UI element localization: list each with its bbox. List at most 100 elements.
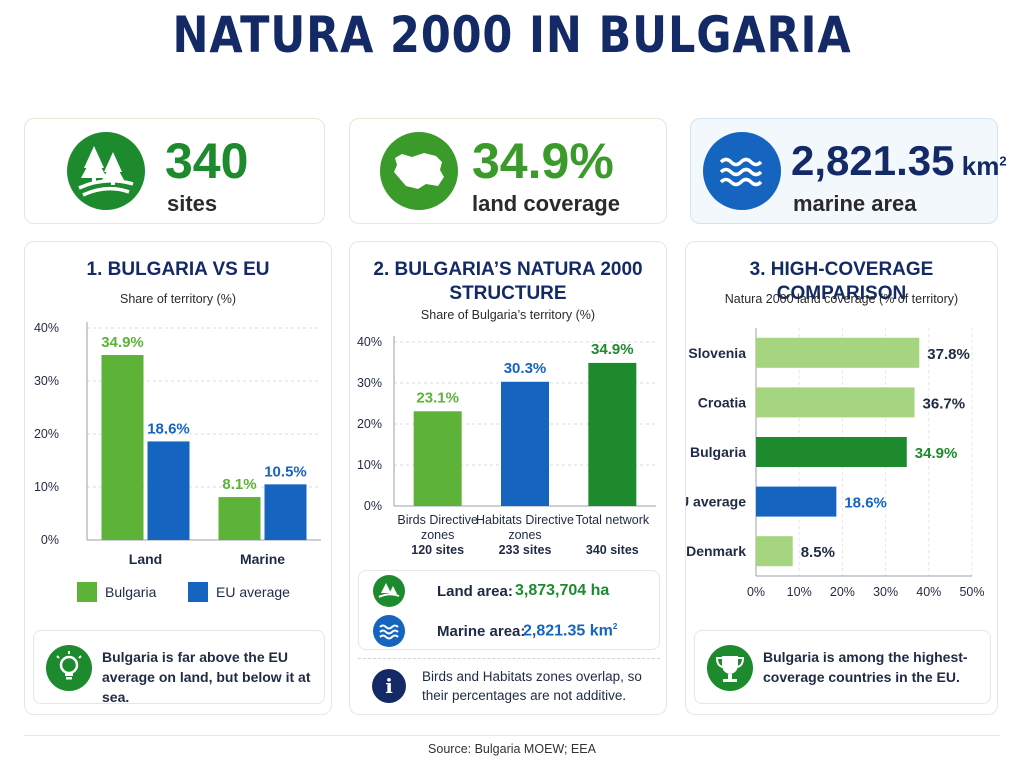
x-category-label: Marine: [240, 551, 285, 567]
y-category-label: EU average: [686, 494, 746, 510]
marine-area-icon: [373, 615, 405, 647]
lightbulb-icon: [46, 645, 92, 691]
data-label: 18.6%: [147, 420, 190, 437]
bar-birds-directive-zones: [413, 411, 462, 506]
stat-marine-area-value: 2,821.35 km2: [791, 135, 1007, 192]
y-tick-label: 20%: [34, 427, 59, 441]
marine-area-value-number: 2,821.35 km: [523, 622, 613, 640]
legend-swatch-eu-average: [188, 582, 208, 602]
panel-high-coverage: 3. HIGH-COVERAGE COMPARISON Natura 2000 …: [685, 241, 998, 715]
x-category-label: Habitats Directive: [476, 513, 574, 527]
marine-area-label: Marine area:: [437, 623, 526, 640]
info-icon: i: [372, 669, 406, 703]
y-tick-label: 10%: [357, 458, 382, 472]
y-tick-label: 0%: [41, 533, 59, 547]
panel3-subtitle: Natura 2000 land coverage (% of territor…: [724, 292, 959, 306]
y-category-label: Slovenia: [688, 345, 746, 361]
x-tick-label: 20%: [830, 585, 855, 599]
data-label: 34.9%: [915, 445, 958, 462]
bar-eu-average: [756, 486, 837, 517]
x-tick-label: 40%: [916, 585, 941, 599]
land-area-value: 3,873,704 ha: [515, 582, 610, 599]
bulgaria-map-icon: [380, 132, 458, 210]
panel1-subtitle: Share of territory (%): [119, 292, 236, 306]
y-tick-label: 10%: [34, 480, 59, 494]
x-category-label: zones: [421, 528, 454, 542]
panel1-note: Bulgaria is far above the EU average on …: [33, 630, 325, 705]
marine-area-value-sup: 2: [612, 622, 618, 631]
stat-marine-area-unit-sup: 2: [999, 153, 1007, 169]
chart-structure: 0%10%20%30%40%23.1%Birds Directivezones1…: [357, 335, 656, 557]
data-label: 37.8%: [927, 346, 970, 363]
footer-divider: [24, 735, 1000, 736]
bar-eu-average-marine: [264, 484, 307, 540]
chart-high-coverage: 0% 10% 20% 30% 40% 50% Slovenia 37.8% Croatia 36.…: [686, 328, 985, 599]
marine-area-value: 2,821.35 km2: [523, 622, 617, 640]
y-tick-label: 20%: [357, 417, 382, 431]
page-title: NATURA 2000 IN BULGARIA: [172, 6, 852, 64]
y-category-label: Croatia: [698, 394, 746, 410]
site-count-label: 233 sites: [499, 543, 552, 557]
y-category-label: Denmark: [686, 543, 746, 559]
stat-marine-area-unit: km: [961, 151, 1000, 181]
data-label: 30.3%: [504, 360, 547, 377]
panel1-title: 1. BULGARIA VS EU: [86, 259, 270, 280]
waves-icon: [703, 132, 781, 210]
forest-icon: [67, 132, 145, 210]
x-tick-label: 50%: [959, 585, 984, 599]
x-tick-label: 10%: [787, 585, 812, 599]
x-category-label: Land: [129, 551, 162, 567]
x-category-label: zones: [508, 528, 541, 542]
stat-marine-area-label: marine area: [793, 191, 917, 216]
bar-denmark: [756, 536, 793, 567]
stat-sites-label: sites: [167, 191, 218, 216]
legend-label-bulgaria: Bulgaria: [105, 584, 157, 600]
y-tick-label: 40%: [357, 335, 382, 349]
stat-card-sites: 340 sites: [24, 118, 325, 224]
panel-bulgaria-vs-eu: 1. BULGARIA VS EU Share of territory (%)…: [24, 241, 332, 715]
trophy-icon: [707, 645, 753, 691]
stat-land-coverage-value: 34.9%: [472, 133, 614, 189]
panel2-subtitle: Share of Bulgaria’s territory (%): [420, 308, 596, 322]
panel2-title-line1: 2. BULGARIA’S NATURA 2000: [373, 259, 643, 280]
panel3-note-text: Bulgaria is among the highest-coverage c…: [763, 649, 968, 685]
data-label: 34.9%: [591, 341, 634, 358]
bar-bulgaria-land: [101, 355, 144, 540]
panel3-note: Bulgaria is among the highest-coverage c…: [694, 630, 991, 704]
data-label: 34.9%: [101, 334, 144, 351]
stat-marine-area-number: 2,821.35: [791, 137, 955, 184]
land-area-icon: [373, 575, 405, 607]
land-area-label: Land area:: [437, 583, 513, 600]
site-count-label: 340 sites: [586, 543, 639, 557]
y-tick-label: 0%: [364, 499, 382, 513]
data-label: 36.7%: [923, 395, 966, 412]
bar-croatia: [756, 387, 915, 418]
bar-bulgaria: [756, 437, 907, 467]
y-tick-label: 40%: [34, 321, 59, 335]
panel-structure: 2. BULGARIA’S NATURA 2000 STRUCTURE Shar…: [349, 241, 667, 715]
bar-slovenia: [756, 337, 920, 368]
bar-habitats-directive-zones: [501, 381, 549, 506]
data-label: 8.1%: [222, 476, 256, 493]
bar-bulgaria-marine: [218, 497, 261, 540]
source-note: Source: Bulgaria MOEW; EEA: [428, 742, 596, 756]
stat-card-marine-area: 2,821.35 km2 marine area: [690, 118, 1007, 224]
panel3-title: 3. HIGH-COVERAGE COMPARISON: [749, 259, 934, 304]
chart-bulgaria-vs-eu: 0% 10% 20% 30% 40% 34.9% 18.6% Land 8.1% 10.5% Mar…: [34, 321, 321, 567]
data-label: 18.6%: [844, 495, 887, 512]
y-tick-label: 30%: [34, 374, 59, 388]
stat-card-land-coverage: 34.9% land coverage: [349, 118, 667, 224]
panel2-note-text: Birds and Habitats zones overlap, so the…: [422, 669, 642, 703]
panel2-title-line2: STRUCTURE: [449, 283, 567, 304]
site-count-label: 120 sites: [411, 543, 464, 557]
bar-eu-average-land: [147, 441, 190, 540]
panel2-divider: [358, 658, 660, 659]
legend-swatch-bulgaria: [77, 582, 97, 602]
data-label: 10.5%: [264, 463, 307, 480]
y-category-label: Bulgaria: [690, 444, 746, 460]
x-tick-label: 0%: [747, 585, 765, 599]
bar-total-network: [588, 362, 637, 506]
legend-label-eu-average: EU average: [216, 584, 290, 600]
data-label: 8.5%: [801, 544, 835, 561]
y-tick-label: 30%: [357, 376, 382, 390]
